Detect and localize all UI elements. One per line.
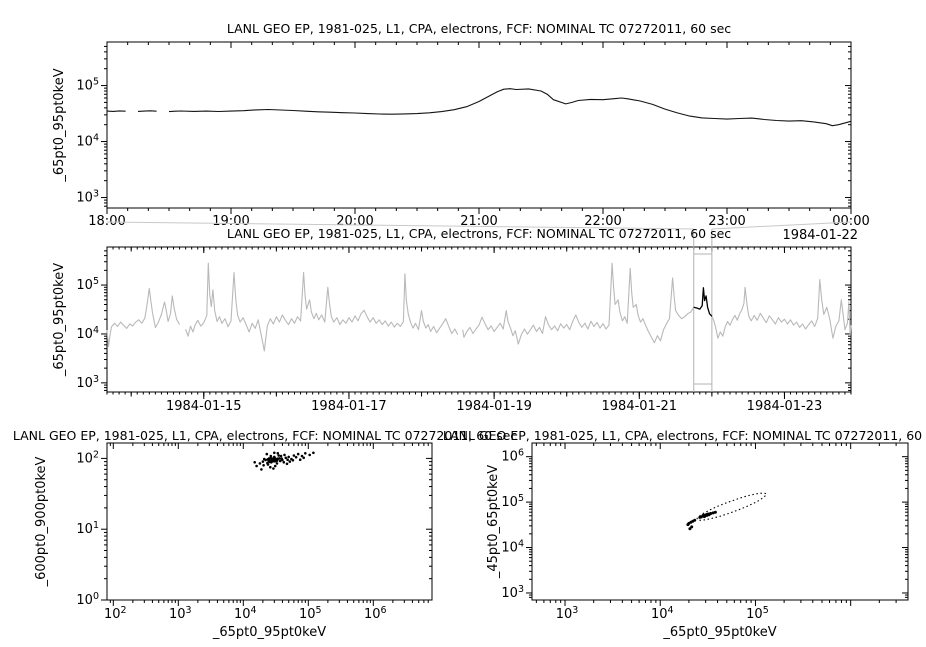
log-tick-label: 103 xyxy=(76,189,99,206)
y-axis-label: _65pt0_95pt0keV xyxy=(52,68,67,182)
log-tick-label: 105 xyxy=(76,276,99,293)
date-tick-label: 1984-01-23 xyxy=(747,399,823,414)
log-tick-label: 103 xyxy=(501,584,524,601)
log-tick-label: 105 xyxy=(501,493,524,510)
scatter-left-panel-title: LANL GEO EP, 1981-025, L1, CPA, electron… xyxy=(12,428,518,443)
log-tick-label: 103 xyxy=(76,374,99,391)
selection-box[interactable] xyxy=(693,229,713,392)
log-tick-label: 103 xyxy=(556,605,579,622)
y-axis-label: _65pt0_95pt0keV xyxy=(52,263,67,377)
log-tick-label: 106 xyxy=(364,605,387,622)
plot-area-detail-timeseries[interactable] xyxy=(107,42,851,208)
time-tick-label: 23:00 xyxy=(708,214,745,229)
log-tick-label: 102 xyxy=(76,449,99,466)
detail-panel-title: LANL GEO EP, 1981-025, L1, CPA, electron… xyxy=(226,21,732,36)
log-tick-label: 104 xyxy=(76,133,99,150)
time-tick-label: 22:00 xyxy=(584,214,621,229)
time-tick-label: 21:00 xyxy=(460,214,497,229)
log-tick-label: 104 xyxy=(501,539,524,556)
plot-frame xyxy=(106,442,433,601)
plot-area-context-timeseries[interactable] xyxy=(107,247,851,392)
series-line-highlight xyxy=(693,287,713,317)
plot-frame xyxy=(531,442,909,601)
date-tick-label: 1984-01-15 xyxy=(166,399,242,414)
context-connectors xyxy=(106,221,852,230)
scatter-right-panel-title: LANL GEO EP, 1981-025, L1, CPA, electron… xyxy=(442,428,926,443)
panel-scatter-600-900-vs-65-95: 100 101 102 _600pt0_900pt0keV 102 103 104 105 10… xyxy=(34,442,433,640)
connector-line-right xyxy=(711,221,852,230)
x-axis[interactable]: 1984-01-15 1984-01-17 1984-01-19 1984-01-21… xyxy=(106,247,852,414)
x-axis-label: _65pt0_95pt0keV xyxy=(662,625,776,640)
connector-line-left xyxy=(106,221,694,230)
time-tick-label: 00:00 xyxy=(832,214,869,229)
plot-area-scatter-600-900-vs-65-95[interactable] xyxy=(107,443,432,600)
x-axis-label: _65pt0_95pt0keV xyxy=(212,625,326,640)
date-label: 1984-01-22 xyxy=(782,228,858,243)
series-line-context-pre xyxy=(106,262,695,352)
log-tick-label: 105 xyxy=(76,77,99,94)
log-tick-label: 103 xyxy=(169,605,192,622)
log-tick-label: 106 xyxy=(501,448,524,465)
date-tick-label: 1984-01-17 xyxy=(311,399,387,414)
log-tick-label: 104 xyxy=(234,605,257,622)
y-axis-label: _45pt0_65pt0keV xyxy=(486,465,501,579)
time-tick-label: 19:00 xyxy=(212,214,249,229)
log-tick-label: 104 xyxy=(651,605,674,622)
context-panel-title: LANL GEO EP, 1981-025, L1, CPA, electron… xyxy=(226,226,732,241)
scatter-points-correlation-cluster xyxy=(253,451,315,471)
log-tick-label: 102 xyxy=(104,605,127,622)
log-tick-label: 100 xyxy=(76,591,99,608)
log-tick-label: 104 xyxy=(76,325,99,342)
log-tick-label: 105 xyxy=(746,605,769,622)
time-tick-label: 18:00 xyxy=(88,214,125,229)
date-tick-label: 1984-01-21 xyxy=(602,399,678,414)
series-line-context-post xyxy=(711,278,852,339)
date-tick-label: 1984-01-19 xyxy=(456,399,532,414)
y-axis-label: _600pt0_900pt0keV xyxy=(34,456,49,587)
log-tick-label: 101 xyxy=(76,520,99,537)
log-tick-label: 105 xyxy=(299,605,322,622)
plot-area-scatter-45-65-vs-65-95[interactable] xyxy=(532,443,908,600)
scatter-points-dense-core xyxy=(686,510,717,531)
series-line-_65pt0_95pt0keV xyxy=(106,88,852,127)
